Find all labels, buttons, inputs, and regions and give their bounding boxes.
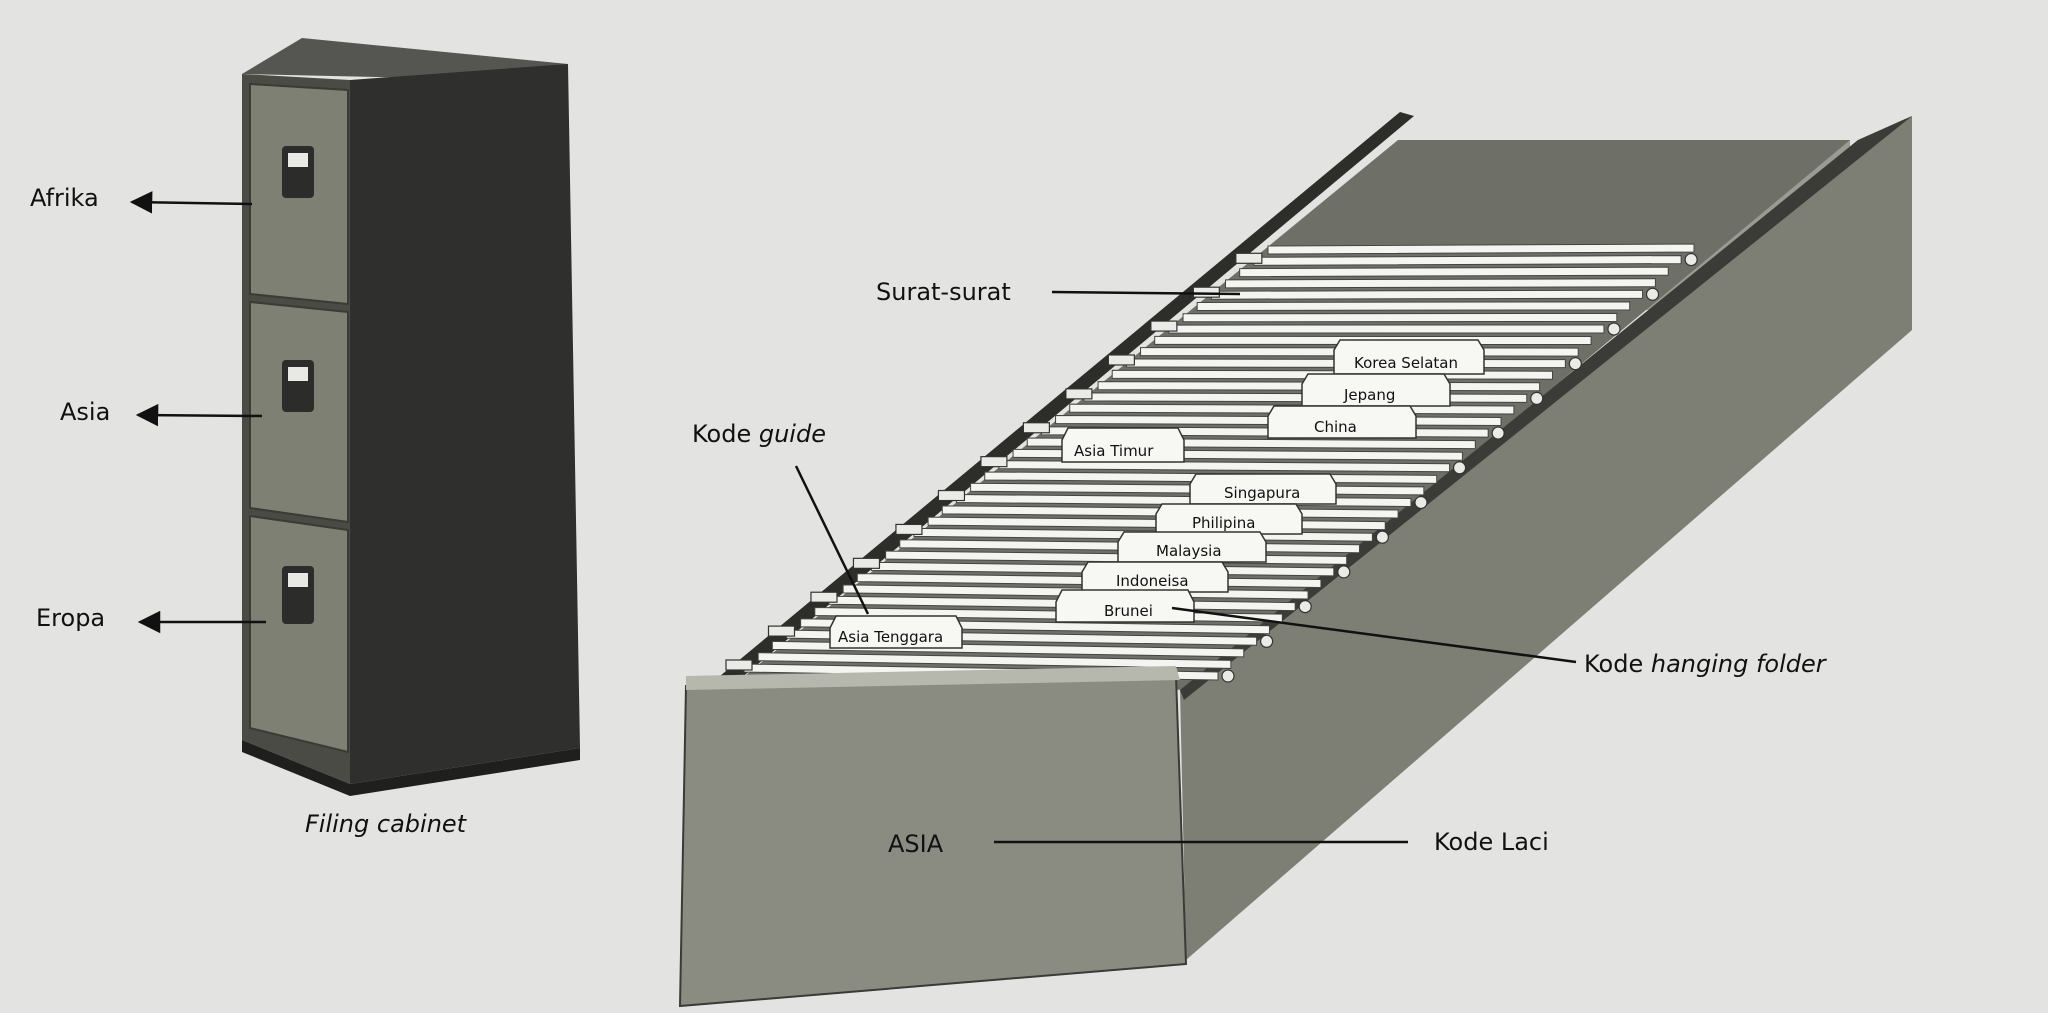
folder-edge — [1182, 312, 1618, 323]
folder-edge — [1225, 278, 1656, 289]
folder-hook-icon — [1150, 320, 1178, 332]
label-holder-icon — [288, 153, 308, 167]
tab-brunei: Brunei — [1055, 589, 1195, 623]
folder-hook-icon — [1530, 391, 1544, 405]
callout-guide-code: Kode guide — [692, 420, 826, 448]
svg-text:Korea Selatan: Korea Selatan — [1354, 354, 1458, 372]
svg-text:Jepang: Jepang — [1343, 386, 1395, 404]
tab-china: China — [1267, 405, 1417, 439]
folder-hook-icon — [725, 659, 753, 671]
folder-hook-icon — [810, 591, 838, 603]
folder-edge — [1239, 266, 1669, 278]
folder-hook-icon — [1375, 530, 1389, 544]
svg-text:China: China — [1314, 418, 1357, 436]
folder-hook-icon — [1645, 287, 1660, 301]
folder-hook-icon — [1414, 495, 1428, 510]
drawer-front-label: ASIA — [888, 830, 944, 858]
folder-hook-icon — [1298, 599, 1312, 614]
folder-edge — [757, 652, 1232, 669]
cabinet-drawer-afrika — [249, 82, 349, 306]
folder-hook-icon — [1568, 357, 1582, 371]
folder-edge — [1196, 301, 1631, 311]
cabinet-side — [350, 64, 580, 784]
folder-hook-icon — [1192, 286, 1220, 298]
drawer-right-side — [1180, 116, 1912, 960]
folder-hook-icon — [1607, 322, 1621, 336]
folder-edge — [1168, 324, 1605, 334]
folder-hook-icon — [1259, 634, 1274, 648]
svg-text:Indoneisa: Indoneisa — [1116, 572, 1189, 590]
folder-tabs: Korea Selatan Jepang China Asia Timur Si… — [829, 339, 1485, 649]
folder-hook-icon — [937, 489, 966, 502]
tab-philipina: Philipina — [1155, 503, 1303, 535]
svg-text:Singapura: Singapura — [1224, 484, 1300, 502]
arrow-afrika — [129, 191, 253, 214]
callout-hanging-code: Kode hanging folder — [1584, 650, 1828, 678]
label-holder-icon — [288, 367, 308, 381]
folder-hook-icon — [1337, 565, 1351, 579]
svg-text:Asia Timur: Asia Timur — [1074, 442, 1154, 460]
arrow-asia — [135, 403, 263, 427]
svg-text:Malaysia: Malaysia — [1156, 542, 1222, 560]
folder-hook-icon — [1065, 388, 1093, 400]
tab-asia-tenggara: Asia Tenggara — [829, 615, 963, 649]
callout-letters: Surat-surat — [876, 278, 1011, 306]
cabinet-caption: Filing cabinet — [305, 810, 468, 838]
folder-hook-icon — [1684, 252, 1698, 267]
folder-hook-icon — [1107, 354, 1135, 366]
cabinet-top — [242, 38, 568, 80]
tab-korea-selatan: Korea Selatan — [1333, 339, 1485, 375]
label-asia: Asia — [60, 398, 110, 426]
drawer-front-panel: ASIA — [678, 666, 1188, 1008]
tab-jepang: Jepang — [1301, 373, 1451, 407]
filing-cabinet — [242, 38, 580, 796]
line-letters — [1051, 290, 1241, 296]
drawer-rail-right — [1180, 116, 1912, 700]
folder-edge — [1267, 243, 1695, 255]
folder-hook-icon — [767, 625, 796, 637]
tab-malaysia: Malaysia — [1117, 531, 1267, 563]
cabinet-base — [242, 740, 580, 796]
folder-hook-icon — [980, 456, 1008, 468]
folder-hook-icon — [1452, 461, 1467, 475]
cabinet-drawer-eropa — [249, 514, 349, 754]
svg-text:Philipina: Philipina — [1192, 514, 1255, 532]
callout-drawer-code: Kode Laci — [1434, 828, 1549, 856]
label-holder-icon — [288, 573, 308, 587]
folder-hook-icon — [1221, 669, 1235, 683]
svg-text:Asia Tenggara: Asia Tenggara — [838, 628, 943, 646]
folder-hook-icon — [1235, 252, 1263, 264]
folder-edge — [1253, 255, 1682, 266]
folder-edge — [1210, 289, 1644, 300]
tab-asia-timur: Asia Timur — [1061, 427, 1185, 463]
folder-hook-icon — [1491, 426, 1505, 440]
label-eropa: Eropa — [36, 604, 105, 632]
line-guide-code — [794, 465, 870, 615]
tab-indoneisa: Indoneisa — [1081, 561, 1229, 593]
cabinet-drawer-asia — [249, 300, 349, 524]
line-hanging-code — [1171, 606, 1577, 664]
folder-hook-icon — [852, 557, 881, 569]
tab-singapura: Singapura — [1189, 473, 1337, 505]
folder-hook-icon — [1022, 422, 1051, 434]
label-afrika: Afrika — [30, 184, 99, 212]
svg-text:Brunei: Brunei — [1104, 602, 1153, 620]
folder-hook-icon — [895, 523, 923, 536]
